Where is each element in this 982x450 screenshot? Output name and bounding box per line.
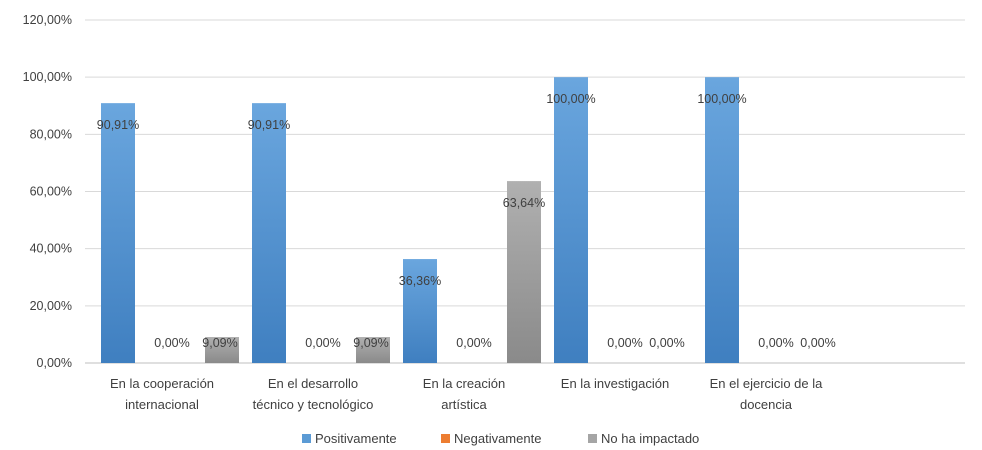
x-category-label: En la investigación	[561, 376, 669, 391]
y-tick-label: 20,00%	[30, 299, 72, 313]
y-tick-label: 100,00%	[23, 70, 72, 84]
data-label: 0,00%	[649, 336, 684, 350]
bar-positivamente	[705, 77, 739, 364]
data-label: 0,00%	[154, 336, 189, 350]
legend-label: Positivamente	[315, 431, 397, 446]
data-label: 63,64%	[503, 196, 545, 210]
data-label: 9,09%	[202, 336, 237, 350]
x-category-label: En la creación	[423, 376, 505, 391]
data-label: 0,00%	[456, 336, 491, 350]
y-tick-label: 0,00%	[37, 356, 72, 370]
legend-swatch	[441, 434, 450, 443]
data-label: 0,00%	[305, 336, 340, 350]
bar-positivamente	[101, 103, 135, 363]
data-label: 9,09%	[353, 336, 388, 350]
x-category-label: En la cooperación	[110, 376, 214, 391]
legend-swatch	[588, 434, 597, 443]
y-tick-label: 40,00%	[30, 242, 72, 256]
x-category-label: En el desarrollo	[268, 376, 358, 391]
data-label: 0,00%	[758, 336, 793, 350]
data-labels: 90,91% 0,00% 9,09% 90,91% 0,00% 9,09% 36,36% 0,…	[97, 92, 836, 350]
bar-no-ha-impactado	[205, 337, 239, 363]
bar-no-ha-impactado	[507, 181, 541, 363]
data-label: 36,36%	[399, 274, 441, 288]
y-tick-label: 120,00%	[23, 13, 72, 27]
legend: Positivamente Negativamente No ha impactad…	[302, 431, 699, 446]
x-category-label: internacional	[125, 397, 199, 412]
y-axis-ticks: 0,00% 20,00% 40,00% 60,00% 80,00% 100,00% 120,…	[23, 13, 72, 370]
data-label: 90,91%	[248, 118, 290, 132]
x-axis-categories: En la cooperación internacional En el desa…	[110, 376, 823, 412]
legend-label: Negativamente	[454, 431, 541, 446]
bars	[101, 77, 739, 364]
bar-positivamente	[554, 77, 588, 364]
x-category-label: artística	[441, 397, 487, 412]
data-label: 0,00%	[607, 336, 642, 350]
y-tick-label: 60,00%	[30, 185, 72, 199]
legend-label: No ha impactado	[601, 431, 699, 446]
data-label: 100,00%	[546, 92, 595, 106]
x-category-label: docencia	[740, 397, 793, 412]
data-label: 90,91%	[97, 118, 139, 132]
bar-positivamente	[403, 259, 437, 363]
y-tick-label: 80,00%	[30, 127, 72, 141]
x-category-label: técnico y tecnológico	[253, 397, 374, 412]
bar-no-ha-impactado	[356, 337, 390, 363]
data-label: 0,00%	[800, 336, 835, 350]
bar-positivamente	[252, 103, 286, 363]
x-category-label: En el ejercicio de la	[710, 376, 823, 391]
legend-swatch	[302, 434, 311, 443]
data-label: 100,00%	[697, 92, 746, 106]
